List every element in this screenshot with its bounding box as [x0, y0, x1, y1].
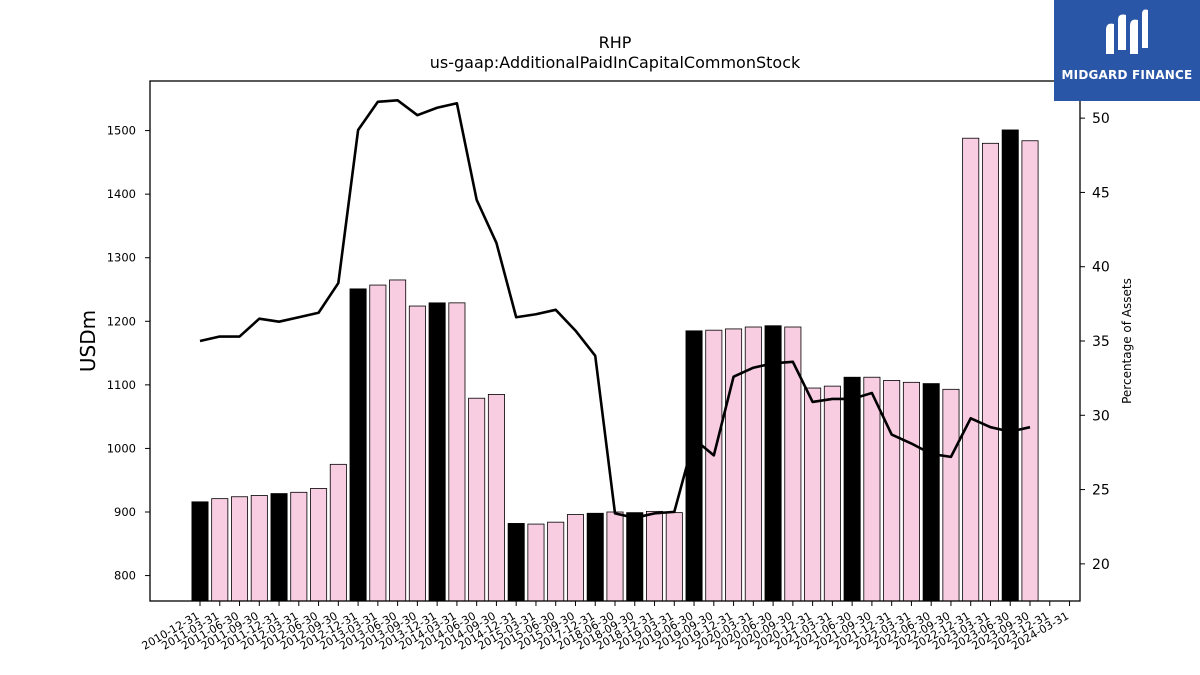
bar	[1001, 129, 1019, 602]
right-axis-label: Percentage of Assets	[1120, 278, 1134, 404]
bar	[487, 393, 505, 602]
right-tick-label: 20	[1092, 557, 1110, 573]
bar	[843, 376, 861, 602]
bar	[290, 491, 308, 602]
bar	[231, 496, 249, 602]
bar	[764, 325, 782, 602]
bars-layer	[191, 129, 1039, 602]
bar	[725, 328, 743, 602]
bar	[883, 380, 901, 602]
bar	[942, 388, 960, 602]
chart-subtitle: us-gaap:AdditionalPaidInCapitalCommonSto…	[430, 53, 801, 72]
percentage-line	[199, 99, 1031, 520]
midgard-logo-icon	[1106, 9, 1148, 55]
right-tick-label: 50	[1092, 111, 1110, 127]
chart-title: RHP	[599, 33, 632, 52]
bar	[389, 279, 407, 602]
bar	[863, 376, 881, 602]
bar	[428, 302, 446, 602]
bar	[685, 330, 703, 602]
bar	[310, 488, 328, 602]
left-tick-label: 800	[114, 569, 136, 583]
right-tick-label: 40	[1092, 260, 1110, 276]
left-tick-label: 1300	[107, 251, 136, 265]
bar	[606, 511, 624, 602]
bar	[823, 385, 841, 602]
bar	[566, 514, 584, 602]
bar	[665, 512, 683, 602]
bar	[349, 288, 367, 602]
x-axis: 2010-12-312011-03-312011-06-302011-09-30…	[140, 601, 1071, 653]
brand-logo: MIDGARD FINANCE	[1054, 0, 1200, 101]
bar	[922, 383, 940, 602]
bar	[468, 397, 486, 602]
bar	[646, 510, 664, 602]
bar	[586, 512, 604, 602]
bar	[962, 137, 980, 602]
left-tick-label: 900	[114, 505, 136, 519]
right-tick-label: 35	[1092, 334, 1110, 350]
bar	[369, 284, 387, 602]
bar	[1021, 140, 1039, 602]
bar	[250, 495, 268, 602]
bar	[547, 521, 565, 602]
bar	[705, 329, 723, 602]
bar	[902, 381, 920, 602]
left-tick-label: 1400	[107, 187, 136, 201]
right-tick-label: 45	[1092, 185, 1110, 201]
bar	[270, 493, 288, 602]
right-tick-label: 30	[1092, 408, 1110, 424]
bar	[329, 463, 347, 602]
left-tick-label: 1200	[107, 314, 136, 328]
right-axis: 20 25 30 35 40 45 50	[1080, 111, 1110, 573]
left-tick-label: 1000	[107, 441, 136, 455]
left-axis-label: USDm	[76, 310, 100, 372]
right-tick-label: 25	[1092, 483, 1110, 499]
left-tick-label: 1500	[107, 124, 136, 138]
bar	[211, 498, 229, 602]
bar	[448, 302, 466, 602]
bar	[408, 305, 426, 602]
bar	[784, 326, 802, 602]
left-tick-label: 1100	[107, 378, 136, 392]
bar	[804, 387, 822, 602]
bar	[981, 142, 999, 602]
bar	[527, 523, 545, 602]
bar	[191, 501, 209, 602]
logo-text: MIDGARD FINANCE	[1061, 68, 1193, 82]
bar	[507, 523, 525, 602]
left-axis: 800 900 1000 1100 1200 1300 1400 1500	[107, 124, 150, 583]
bar	[626, 512, 644, 602]
